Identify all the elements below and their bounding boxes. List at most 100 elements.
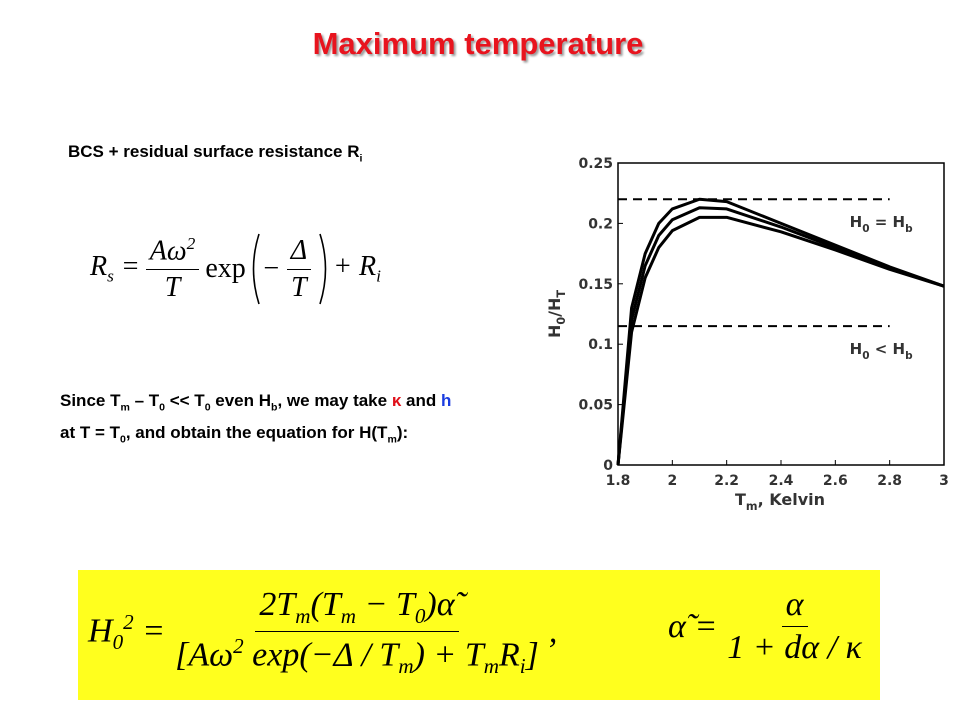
text-segment: m <box>483 653 499 678</box>
text-segment: 0 <box>112 630 124 655</box>
text-segment: – T <box>129 391 160 410</box>
text-segment: , Kelvin <box>758 490 825 509</box>
formula-lhs: Rs = <box>90 251 140 287</box>
text-segment: α <box>785 586 804 623</box>
text-segment: 0 <box>119 433 126 446</box>
formula-lhs: α̃ = <box>668 608 717 646</box>
text-segment: even H <box>210 391 272 410</box>
text-segment: H <box>850 340 863 358</box>
text-segment: + R <box>333 251 377 283</box>
text-segment: α̃ = <box>668 607 718 645</box>
text-segment: s <box>107 266 114 286</box>
text-segment: )α̃ <box>425 586 455 623</box>
numerator: Aω2 <box>145 234 200 271</box>
text-segment: exp <box>205 253 246 284</box>
text-segment: 0 <box>159 401 165 414</box>
text-segment: b <box>905 223 913 235</box>
text-segment: m <box>295 603 311 628</box>
fraction: α 1 + dα / κ <box>723 586 866 667</box>
numerator: Δ <box>286 234 312 270</box>
text-segment: 0 <box>555 317 568 325</box>
text-segment: < H <box>870 340 906 358</box>
line-series <box>616 206 945 466</box>
text-segment: Aω <box>149 235 187 267</box>
text-segment: << T <box>165 391 205 410</box>
numerator: α <box>781 586 808 627</box>
text-segment: 0 <box>204 401 211 414</box>
text-segment: [Aω <box>175 636 234 674</box>
text-segment: κ <box>391 391 402 410</box>
denominator: T <box>287 270 311 304</box>
text-segment: ] <box>525 636 539 674</box>
text-segment: 2T <box>259 586 296 623</box>
formula-h: H02 = 2Tm(Tm − T0)α̃ [Aω2 exp(−Δ / Tm) + … <box>88 586 557 679</box>
text-segment: T <box>735 490 746 509</box>
y-tick-label: 0.2 <box>588 216 613 232</box>
text-segment: b <box>271 401 278 414</box>
slide-title: Maximum temperature <box>312 26 644 61</box>
text-segment: , <box>548 613 558 651</box>
sign: − <box>262 253 281 285</box>
formula-rhs: + Ri <box>333 251 381 287</box>
formula-alpha: α̃ = α 1 + dα / κ <box>668 586 872 667</box>
text-segment: , we may take <box>277 391 392 410</box>
text-segment: 0 <box>414 603 426 628</box>
line-series <box>616 215 945 466</box>
text-segment: H <box>545 325 564 338</box>
denominator: [Aω2 exp(−Δ / Tm) + TmRi] <box>171 632 543 679</box>
x-tick-label: 2.6 <box>823 473 848 489</box>
text-segment: T <box>555 290 568 298</box>
y-tick-label: 0.15 <box>578 277 613 293</box>
text-segment: at T = T <box>60 423 120 443</box>
text-segment: Δ <box>290 234 308 266</box>
text-segment: i <box>359 152 363 165</box>
text-segment: h <box>440 391 452 410</box>
text-segment: and <box>401 391 441 410</box>
fraction: 2Tm(Tm − T0)α̃ [Aω2 exp(−Δ / Tm) + TmRi] <box>171 586 543 679</box>
x-tick-label: 1.8 <box>606 473 631 489</box>
y-tick-label: 0.05 <box>578 398 613 414</box>
text-segment: − T <box>356 586 415 623</box>
text-segment: i <box>376 266 381 286</box>
text-segment: 0 <box>862 350 869 362</box>
text-segment: /H <box>545 298 564 317</box>
text-segment: , and obtain the equation for H(T <box>125 423 388 443</box>
y-axis-label: H0/HT <box>545 290 568 338</box>
text-segment: − <box>261 253 281 284</box>
paren-left <box>252 233 260 305</box>
x-tick-label: 2.2 <box>714 473 739 489</box>
text-segment: b <box>905 350 913 362</box>
text-segment: = H <box>870 213 906 231</box>
denominator: T <box>161 270 185 304</box>
text-segment: exp(−Δ / T <box>243 636 399 674</box>
text-segment: ): <box>396 423 409 443</box>
text-segment: i <box>519 653 526 678</box>
text-segment: m <box>746 500 758 513</box>
plot-frame <box>617 162 945 466</box>
text-segment: T <box>164 272 181 304</box>
text-segment: m <box>398 653 414 678</box>
text-segment: R <box>90 251 108 283</box>
function-name: exp <box>205 253 245 285</box>
text-segment: m <box>340 603 356 628</box>
text-segment: = <box>133 612 166 650</box>
x-tick-label: 2.8 <box>877 473 902 489</box>
text-segment: R <box>498 636 520 674</box>
text-segment: 0 <box>862 223 869 235</box>
text-segment: T <box>291 271 307 303</box>
text-segment: BCS + residual surface resistance R <box>68 142 360 161</box>
formula-lhs: H02 = <box>88 610 165 655</box>
denominator: 1 + dα / κ <box>723 627 866 667</box>
y-tick-label: 0.25 <box>578 156 613 172</box>
text-segment: H <box>88 612 113 650</box>
paren-right <box>319 233 327 305</box>
x-tick-label: 3 <box>939 473 949 489</box>
y-tick-label: 0 <box>603 458 613 474</box>
numerator: 2Tm(Tm − T0)α̃ <box>255 586 459 632</box>
text-segment: H <box>850 213 863 231</box>
text-segment: 2 <box>233 633 244 658</box>
text-segment: m <box>387 433 397 446</box>
